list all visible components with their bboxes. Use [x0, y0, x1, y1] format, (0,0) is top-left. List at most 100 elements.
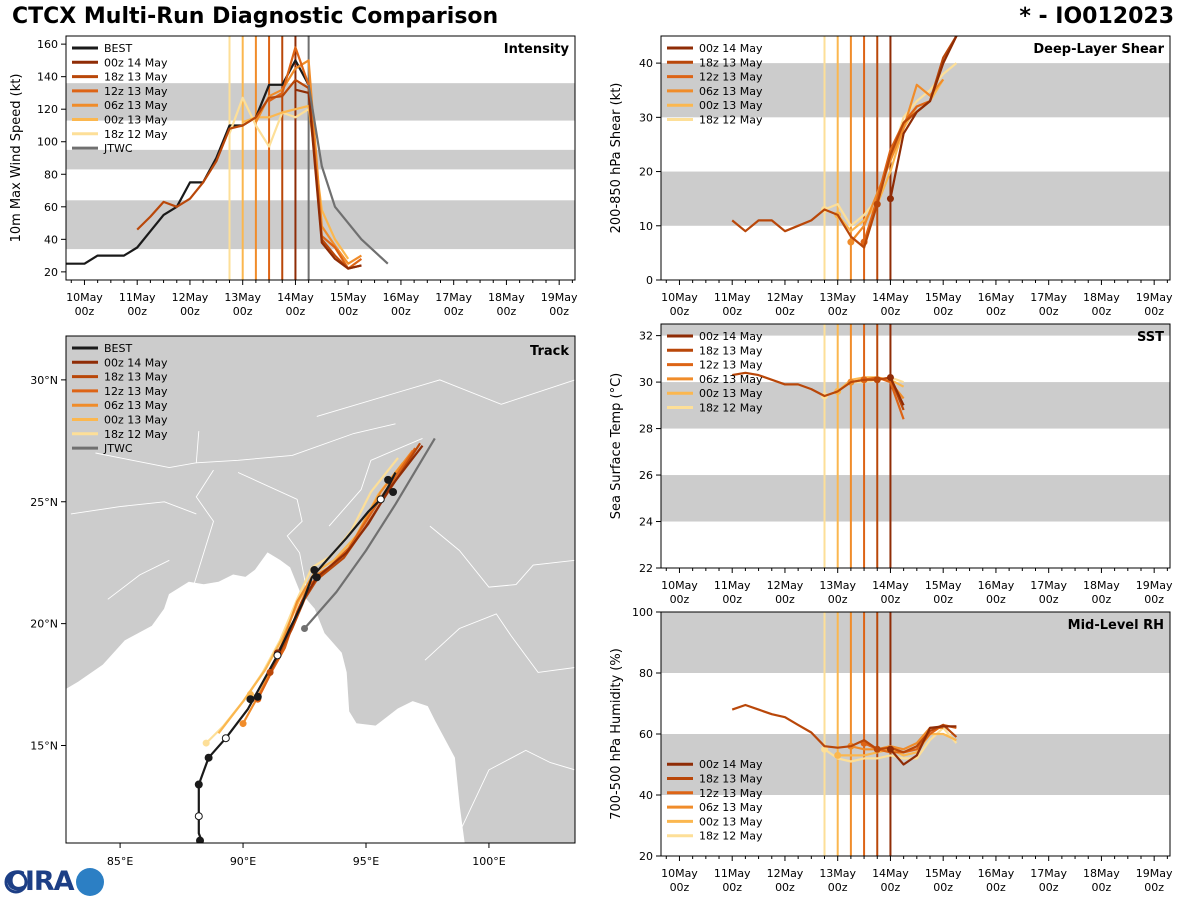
sst-band	[661, 382, 1170, 429]
intensity-xtick-hour: 00z	[286, 305, 306, 318]
sst-init-dot	[873, 376, 881, 384]
intensity-xtick-hour: 00z	[391, 305, 411, 318]
intensity-xtick-hour: 00z	[127, 305, 147, 318]
sst-legend-label: 18z 13 May	[699, 344, 763, 357]
shear-ytick-label: 40	[639, 57, 653, 70]
rh-series-line	[823, 726, 958, 763]
sst-xtick-date: 18May	[1083, 579, 1120, 592]
sst-xtick-date: 16May	[978, 579, 1015, 592]
track-position-dot	[310, 566, 319, 574]
rh-xtick-hour: 00z	[1144, 881, 1164, 894]
shear-xtick-date: 18May	[1083, 291, 1120, 304]
sst-ytick-label: 22	[639, 562, 653, 575]
sst-legend-label: 00z 13 May	[699, 387, 763, 400]
intensity-legend-label: JTWC	[103, 142, 133, 155]
track-position-dot	[194, 780, 203, 789]
intensity-legend-label: 18z 12 May	[104, 128, 168, 141]
rh-ytick-label: 100	[632, 606, 653, 619]
track-border	[237, 472, 308, 592]
intensity-title: Intensity	[504, 42, 570, 57]
track-legend-label: 12z 13 May	[104, 385, 168, 398]
rh-xtick-hour: 00z	[670, 881, 690, 894]
track-position-dot	[301, 625, 309, 632]
intensity-legend-label: 18z 13 May	[104, 71, 168, 84]
shear-init-dot	[873, 200, 881, 208]
rh-xtick-hour: 00z	[1039, 881, 1059, 894]
rh-xtick-date: 17May	[1030, 867, 1067, 880]
rh-ytick-label: 20	[639, 850, 653, 863]
track-legend-label: 06z 13 May	[104, 399, 168, 412]
sst-xtick-hour: 00z	[881, 593, 901, 606]
track-position-dot	[253, 692, 262, 701]
intensity-band	[66, 83, 575, 121]
shear-ytick-label: 20	[639, 166, 653, 179]
shear-legend-label: 00z 13 May	[699, 99, 763, 112]
sst-xtick-date: 17May	[1030, 579, 1067, 592]
intensity-xtick-date: 13May	[224, 291, 261, 304]
rh-init-dot	[873, 745, 881, 753]
rh-xtick-date: 12May	[767, 867, 804, 880]
rh-init-dot	[834, 751, 842, 759]
rh-ytick-label: 80	[639, 667, 653, 680]
rh-xtick-hour: 00z	[986, 881, 1006, 894]
shear-xtick-date: 10May	[661, 291, 698, 304]
sst-plot-content	[661, 324, 1170, 568]
rh-xtick-hour: 00z	[828, 881, 848, 894]
track-border	[328, 437, 423, 527]
rh-legend-label: 12z 13 May	[699, 787, 763, 800]
shear-xtick-hour: 00z	[775, 305, 795, 318]
rh-xtick-date: 16May	[978, 867, 1015, 880]
intensity-xtick-hour: 00z	[180, 305, 200, 318]
track-border	[454, 749, 575, 843]
intensity-legend-label: 00z 14 May	[104, 56, 168, 69]
shear-series-line	[889, 36, 958, 199]
shear-xtick-date: 19May	[1136, 291, 1173, 304]
intensity-xtick-hour: 00z	[233, 305, 253, 318]
intensity-ytick-label: 20	[44, 266, 58, 279]
track-border	[316, 379, 575, 417]
intensity-series-line	[254, 59, 362, 265]
intensity-legend-label: 12z 13 May	[104, 85, 168, 98]
sst-title: SST	[1137, 330, 1164, 345]
track-position-dot	[266, 668, 274, 676]
rh-xtick-hour: 00z	[1092, 881, 1112, 894]
intensity-ytick-label: 140	[37, 71, 58, 84]
track-legend-label: JTWC	[103, 442, 133, 455]
sst-band	[661, 324, 1170, 336]
intensity-legend-label: 00z 13 May	[104, 114, 168, 127]
track-position-dot	[202, 739, 210, 747]
track-position-dot	[246, 695, 255, 704]
sst-xtick-date: 19May	[1136, 579, 1173, 592]
sst-xtick-hour: 00z	[775, 593, 795, 606]
rh-plot-content	[661, 612, 1170, 856]
shear-xtick-hour: 00z	[722, 305, 742, 318]
track-xtick-label: 90°E	[230, 855, 256, 868]
shear-xtick-date: 12May	[767, 291, 804, 304]
sst-legend-label: 00z 14 May	[699, 330, 763, 343]
rh-ylabel: 700-500 hPa Humidity (%)	[609, 648, 624, 820]
sst-xtick-hour: 00z	[1092, 593, 1112, 606]
intensity-xtick-hour: 00z	[444, 305, 464, 318]
shear-xtick-date: 17May	[1030, 291, 1067, 304]
sst-legend-label: 12z 13 May	[699, 359, 763, 372]
rh-xtick-date: 14May	[872, 867, 909, 880]
intensity-series-line	[228, 96, 310, 148]
page-title: CTCX Multi-Run Diagnostic Comparison	[12, 4, 499, 29]
sst-panel: 22242628303210May00z11May00z12May00z13Ma…	[609, 323, 1173, 606]
rh-band	[661, 612, 1170, 673]
track-series-line	[303, 437, 436, 630]
shear-frame	[660, 35, 1171, 281]
track-title: Track	[530, 344, 569, 359]
track-position-dot	[221, 734, 230, 743]
shear-panel: 01020304010May00z11May00z12May00z13May00…	[609, 35, 1173, 318]
rh-legend-label: 06z 13 May	[699, 801, 763, 814]
shear-xtick-hour: 00z	[986, 305, 1006, 318]
shear-series-line	[850, 78, 945, 243]
sst-ytick-label: 28	[639, 423, 653, 436]
track-legend-label: 00z 14 May	[104, 356, 168, 369]
shear-xtick-hour: 00z	[1092, 305, 1112, 318]
track-position-dot	[194, 812, 203, 821]
